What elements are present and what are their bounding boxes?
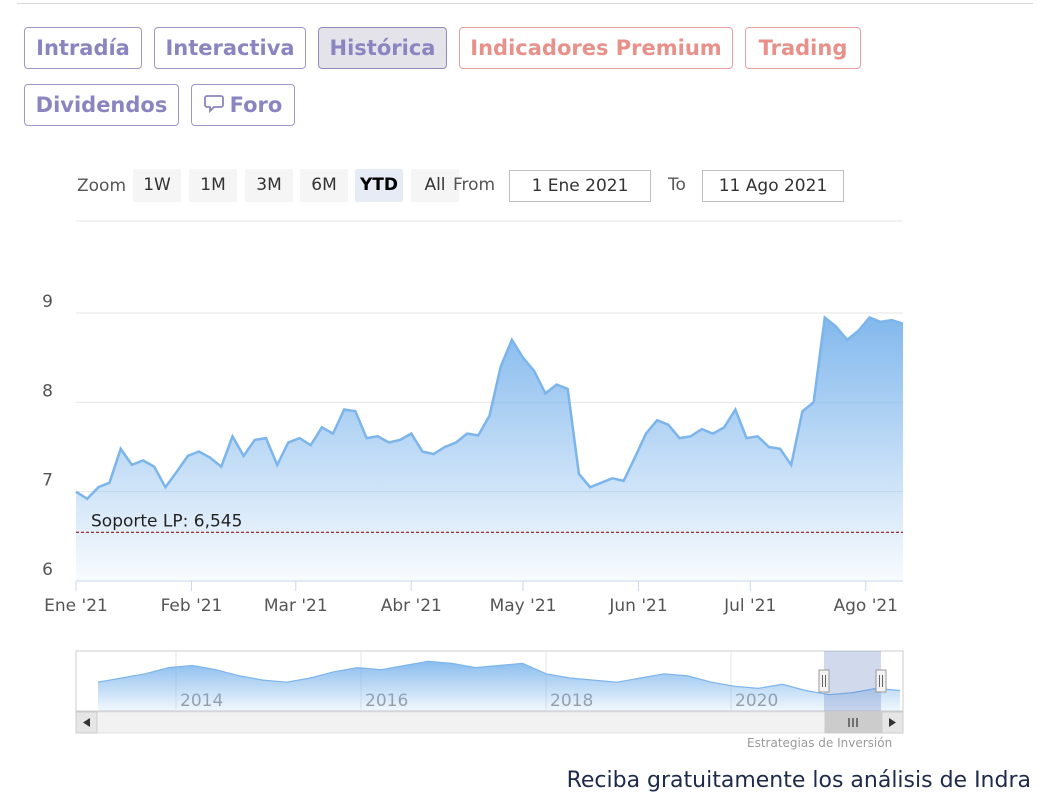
tab-interactiva[interactable]: Interactiva	[154, 27, 306, 69]
chart-credit[interactable]: Estrategias de Inversión	[747, 736, 893, 750]
tab-label: Interactiva	[165, 36, 295, 60]
tab-label: Indicadores Premium	[470, 36, 722, 60]
top-divider	[17, 3, 1033, 4]
navigator-tick-label: 2014	[180, 691, 223, 711]
tab-historica[interactable]: Histórica	[318, 27, 447, 69]
tab-label: Histórica	[329, 36, 436, 60]
support-label: Soporte LP: 6,545	[91, 511, 242, 531]
chat-bubble-icon	[203, 86, 226, 126]
zoom-1m-button[interactable]: 1M	[189, 169, 237, 202]
navigator-tick-label: 2016	[365, 691, 408, 711]
zoom-ytd-button[interactable]: YTD	[355, 169, 403, 202]
x-tick-label: May '21	[490, 596, 557, 616]
tab-label: Trading	[758, 36, 848, 60]
zoom-all-button[interactable]: All	[411, 169, 459, 202]
tab-dividendos[interactable]: Dividendos	[24, 84, 179, 126]
scrollbar-left-button[interactable]	[75, 711, 98, 734]
tab-intradia[interactable]: Intradía	[24, 27, 142, 69]
navigator-area	[98, 661, 900, 711]
navigator-handle[interactable]	[875, 669, 887, 693]
arrow-right-icon	[889, 718, 896, 727]
y-tick-label: 7	[42, 471, 53, 491]
tab-foro[interactable]: Foro	[191, 84, 295, 126]
navigator[interactable]	[75, 650, 904, 712]
x-tick-label: Ene '21	[44, 596, 108, 616]
x-tick-label: Jul '21	[723, 596, 776, 616]
from-date-input[interactable]: 1 Ene 2021	[509, 170, 651, 202]
grip-lines-icon	[848, 718, 858, 727]
to-label: To	[668, 175, 686, 195]
y-tick-label: 6	[42, 560, 53, 580]
x-tick-label: Feb '21	[161, 596, 223, 616]
tab-trading[interactable]: Trading	[745, 27, 861, 69]
x-tick-label: Abr '21	[381, 596, 442, 616]
navigator-tick-label: 2020	[735, 691, 778, 711]
to-date-input[interactable]: 11 Ago 2021	[702, 170, 844, 202]
arrow-left-icon	[83, 718, 90, 727]
x-tick-label: Mar '21	[264, 596, 328, 616]
navigator-selection[interactable]	[824, 651, 881, 711]
navigator-handle[interactable]	[818, 669, 830, 693]
tab-label: Intradía	[36, 36, 130, 60]
x-tick-label: Jun '21	[608, 596, 667, 616]
x-tick-label: Ago '21	[833, 596, 898, 616]
tab-label: Dividendos	[35, 93, 168, 117]
zoom-label: Zoom	[77, 176, 127, 196]
scrollbar-thumb[interactable]	[824, 711, 882, 734]
scrollbar-right-button[interactable]	[881, 711, 904, 734]
y-tick-label: 8	[42, 381, 53, 401]
tab-label: Foro	[229, 93, 283, 117]
cta-text[interactable]: Reciba gratuitamente los análisis de Ind…	[566, 768, 1031, 793]
navigator-line	[97, 660, 901, 696]
price-area	[76, 317, 903, 581]
y-tick-label: 9	[42, 292, 53, 312]
tab-indicadores-premium[interactable]: Indicadores Premium	[459, 27, 733, 69]
zoom-1w-button[interactable]: 1W	[133, 169, 181, 202]
scrollbar-track[interactable]	[75, 711, 904, 734]
navigator-tick-label: 2018	[550, 691, 593, 711]
zoom-6m-button[interactable]: 6M	[300, 169, 348, 202]
zoom-3m-button[interactable]: 3M	[245, 169, 293, 202]
price-line	[75, 315, 904, 501]
from-label: From	[453, 175, 496, 195]
